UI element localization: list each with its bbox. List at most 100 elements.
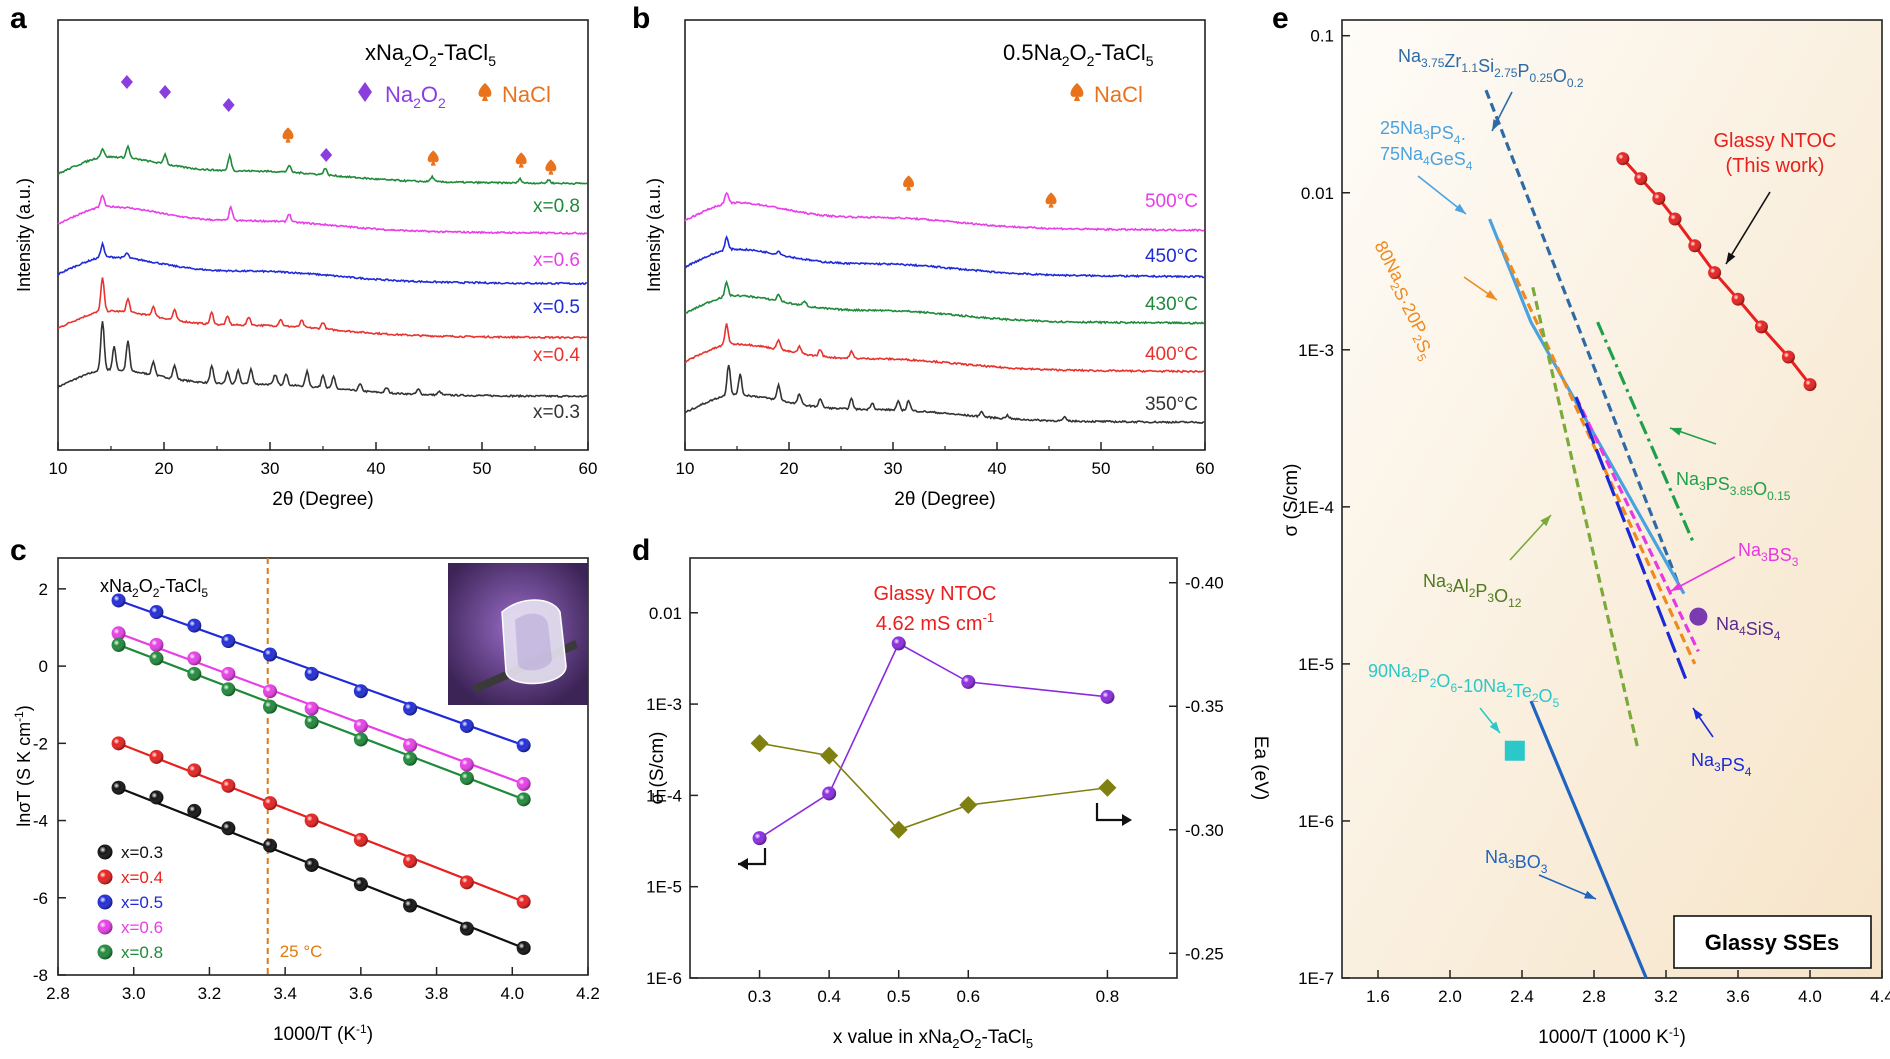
x-axis-label: x value in xNa2O2-TaCl5	[833, 1027, 1033, 1051]
data-point-shading	[403, 701, 418, 716]
legend: x=0.3 x=0.4 x=0.5 x=0.6 x=0.8	[97, 843, 163, 962]
material-line	[1596, 321, 1695, 543]
label-ntoc-line2: (This work)	[1726, 155, 1825, 177]
x-axis: 10 20 30 40 50 60	[49, 442, 597, 478]
left-axis-arrow-head	[738, 858, 748, 870]
xrd-curve	[57, 240, 587, 286]
data-point-shading	[353, 877, 368, 892]
label-nps: Na3PS4	[1691, 750, 1752, 779]
y-axis-label: σ (S/cm)	[647, 732, 668, 805]
ntoc-point-shading	[1754, 320, 1768, 334]
data-point-shading	[149, 749, 164, 764]
ea-point	[889, 820, 908, 839]
label-arrow-head	[1671, 582, 1683, 591]
arrhenius-series	[111, 593, 531, 955]
legend: NaCl	[1070, 82, 1143, 107]
right-axis-arrow-head	[1122, 814, 1132, 826]
data-point-shading	[403, 751, 418, 766]
label-arrow-head	[1489, 721, 1500, 733]
x-axis-label: 2θ (Degree)	[272, 489, 373, 510]
data-point-shading	[459, 875, 474, 890]
panel-label-d: d	[632, 534, 650, 567]
data-point-shading	[149, 651, 164, 666]
data-point-shading	[403, 854, 418, 869]
data-point-shading	[221, 682, 236, 697]
label-nbs: Na3BS3	[1738, 540, 1799, 569]
conductivity-lines	[1484, 89, 1817, 979]
xrd-curve	[684, 191, 1205, 232]
data-point-shading	[459, 757, 474, 772]
label-arrow	[1670, 556, 1736, 592]
legend-marker-shading	[97, 869, 113, 885]
legend-label: x=0.6	[121, 918, 163, 937]
data-point-shading	[516, 776, 531, 791]
xrd-curve	[57, 321, 588, 399]
ntoc-point-shading	[1652, 191, 1666, 205]
nacl-spade-marker	[1045, 192, 1057, 208]
y-tick-label: 1E-4	[1298, 498, 1334, 517]
series-label: x=0.8	[533, 196, 580, 217]
panel-c: c 2.8 3.0 3.2 3.4 3.6 3.8 4.0 4.2 -8 -6 -4 -2 0 2 25 …	[10, 534, 600, 1045]
x-tick-label: 30	[261, 459, 280, 478]
panel-title: 0.5Na2O2-TaCl5	[1003, 40, 1154, 69]
x-tick-label: 40	[988, 459, 1007, 478]
x-tick-label: 3.0	[122, 984, 146, 1003]
label-arrow-head	[1454, 203, 1466, 214]
data-point-shading	[149, 605, 164, 620]
y-tick-label: -6	[33, 889, 48, 908]
x-tick-label: 3.8	[425, 984, 449, 1003]
chart-subtitle: 4.62 mS cm-1	[876, 610, 994, 635]
data-point-shading	[304, 701, 319, 716]
sigma-line	[759, 642, 1108, 839]
data-point-shading	[187, 651, 202, 666]
series-label: 450°C	[1145, 246, 1198, 267]
data-point-shading	[304, 666, 319, 681]
x-tick-label: 2.8	[46, 984, 70, 1003]
y-tick-label: 1E-5	[646, 878, 682, 897]
material-line	[1531, 286, 1639, 747]
sigma-point-shading	[1100, 689, 1115, 704]
data-point-shading	[353, 684, 368, 699]
xrd-curve	[57, 194, 588, 235]
xrd-curves	[57, 144, 588, 399]
x-axis-label: 2θ (Degree)	[894, 489, 995, 510]
label-nsis: Na4SiS4	[1716, 614, 1781, 643]
ntoc-point-shading	[1634, 172, 1648, 186]
series-labels: 350°C 400°C 430°C 450°C 500°C	[1145, 191, 1198, 415]
data-point-shading	[221, 666, 236, 681]
xrd-curve	[684, 279, 1205, 325]
x-tick-label: 40	[367, 459, 386, 478]
data-point-shading	[149, 790, 164, 805]
y-tick-label: 1E-3	[646, 695, 682, 714]
xrd-curve	[684, 235, 1204, 279]
label-arrow	[1725, 191, 1771, 265]
legend-marker-shading	[97, 894, 113, 910]
data-point-shading	[516, 792, 531, 807]
panel-label-b: b	[632, 2, 650, 35]
xrd-curve	[57, 144, 588, 186]
na2o2-diamond-marker	[222, 98, 235, 112]
ntoc-point-shading	[1781, 350, 1795, 364]
y-tick-label: -4	[33, 812, 48, 831]
na2o2-diamond-marker	[120, 75, 133, 89]
label-arrow-head	[1693, 708, 1703, 720]
data-point-shading	[516, 894, 531, 909]
data-point-shading	[221, 634, 236, 649]
na2o2-diamond-marker	[320, 148, 333, 162]
plot-frame	[1341, 19, 1883, 979]
x-tick-label: 3.6	[1726, 987, 1750, 1006]
data-point-shading	[304, 715, 319, 730]
fit-line	[118, 786, 525, 949]
label-arrow-head	[1670, 427, 1682, 436]
series-label: x=0.6	[533, 250, 580, 271]
label-arrow-head	[1540, 515, 1551, 527]
data-point-shading	[111, 637, 126, 652]
data-point-shading	[149, 637, 164, 652]
y-tick-label: -8	[33, 966, 48, 985]
data-point-shading	[304, 813, 319, 828]
x-tick-label: 20	[780, 459, 799, 478]
y-tick-label: 1E-6	[646, 969, 682, 988]
y2-tick-label: -0.25	[1185, 944, 1224, 963]
panel-d: d 0.3 0.4 0.5 0.6 0.8 1E-6 1E-5 1E-4 1E-3 0.01 -0.…	[632, 534, 1271, 1051]
